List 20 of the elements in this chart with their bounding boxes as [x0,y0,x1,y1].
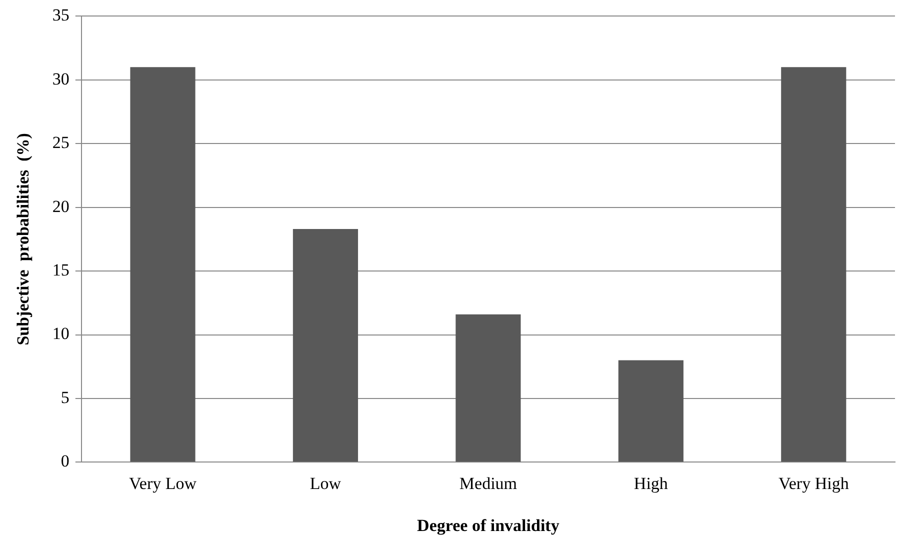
y-tick-label: 15 [52,260,70,280]
y-tick-label: 0 [60,452,70,471]
x-tick-label: Very Low [129,474,198,493]
bar [456,314,521,462]
x-tick-label: Very High [778,474,850,493]
y-tick-label: 5 [60,388,70,407]
y-tick-label: 35 [52,6,70,25]
y-tick-label: 10 [52,324,70,344]
bar [618,360,684,462]
x-axis-title: Degree of invalidity [417,516,560,536]
x-tick-label: High [634,474,668,493]
y-tick-label: 25 [52,133,70,152]
y-tick-label: 20 [52,196,70,216]
bar [130,67,196,462]
bar [781,67,846,462]
y-tick-label: 30 [52,69,70,88]
y-axis-title: Subjective probabilities (%) [14,133,33,346]
bar [292,229,358,462]
x-tick-label: Medium [459,474,518,493]
x-tick-label: Low [310,474,342,493]
